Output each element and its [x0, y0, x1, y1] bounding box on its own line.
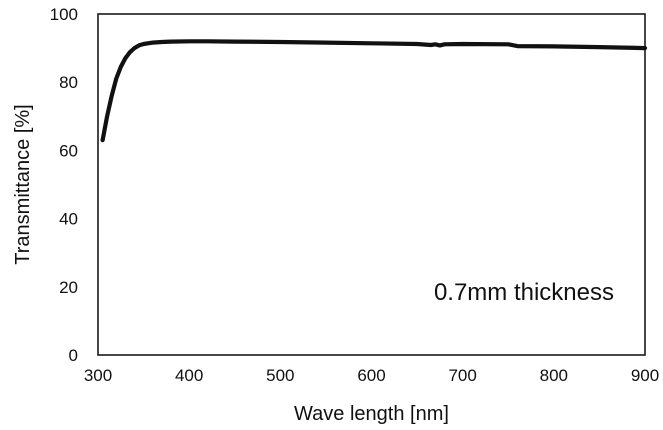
- y-tick-label: 0: [69, 346, 78, 365]
- transmittance-series-line: [100, 39, 648, 143]
- y-axis-title: Transmittance [%]: [12, 104, 34, 264]
- y-tick-label: 80: [59, 73, 78, 92]
- x-tick-label: 700: [448, 366, 476, 385]
- y-tick-label: 40: [59, 210, 78, 229]
- x-tick-label: 800: [540, 366, 568, 385]
- x-axis-ticks: 300 400 500 600 700 800 900: [84, 366, 659, 385]
- x-tick-label: 900: [631, 366, 659, 385]
- x-axis-title: Wave length [nm]: [294, 403, 449, 425]
- y-tick-label: 60: [59, 141, 78, 160]
- x-tick-label: 600: [357, 366, 385, 385]
- y-tick-label: 100: [50, 5, 78, 24]
- plot-area-frame: [97, 13, 646, 356]
- x-tick-label: 400: [175, 366, 203, 385]
- x-tick-label: 300: [84, 366, 112, 385]
- x-tick-label: 500: [266, 366, 294, 385]
- thickness-annotation: 0.7mm thickness: [434, 279, 614, 306]
- y-axis-ticks: 0 20 40 60 80 100: [50, 5, 78, 365]
- y-tick-label: 20: [59, 278, 78, 297]
